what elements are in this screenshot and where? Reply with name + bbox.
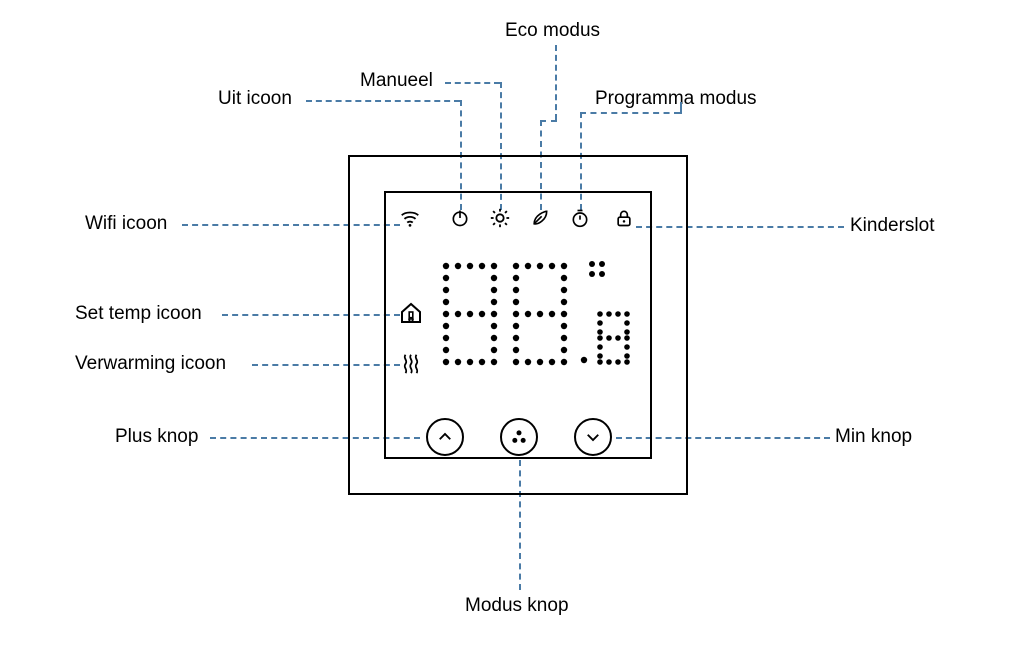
chevron-up-icon — [436, 428, 454, 446]
label-set-temp-icoon: Set temp icoon — [75, 303, 202, 325]
plus-button[interactable] — [426, 418, 464, 456]
leader — [580, 112, 680, 114]
leader — [540, 120, 557, 122]
leader — [555, 45, 557, 120]
lock-icon — [612, 206, 636, 230]
mode-button[interactable] — [500, 418, 538, 456]
wifi-icon — [398, 206, 422, 230]
heating-waves-icon — [398, 350, 424, 376]
timer-icon — [568, 206, 592, 230]
sun-icon — [488, 206, 512, 230]
digit-display — [436, 256, 640, 384]
leader — [680, 102, 682, 114]
label-uit-icoon: Uit icoon — [218, 88, 292, 110]
chevron-down-icon — [584, 428, 602, 446]
label-verwarming-icoon: Verwarming icoon — [75, 353, 226, 375]
minus-button[interactable] — [574, 418, 612, 456]
leaf-icon — [528, 206, 552, 230]
power-icon — [448, 206, 472, 230]
label-eco-modus: Eco modus — [505, 20, 600, 42]
label-min-knop: Min knop — [835, 426, 912, 448]
mode-dots-icon — [509, 427, 529, 447]
label-plus-knop: Plus knop — [115, 426, 198, 448]
label-kinderslot: Kinderslot — [850, 215, 935, 237]
label-modus-knop: Modus knop — [465, 595, 569, 617]
label-manueel: Manueel — [360, 70, 433, 92]
label-wifi-icoon: Wifi icoon — [85, 213, 167, 235]
leader — [445, 82, 500, 84]
leader — [306, 100, 460, 102]
set-temp-house-icon — [398, 300, 424, 326]
label-programma-modus: Programma modus — [595, 88, 757, 110]
